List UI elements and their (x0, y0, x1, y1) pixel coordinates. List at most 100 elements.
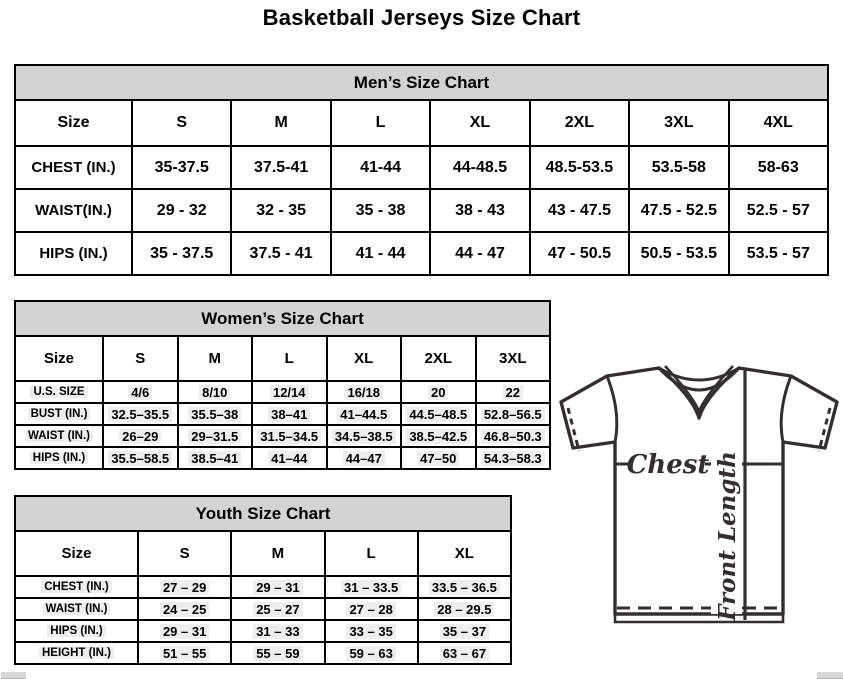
size-value-cell: 24 – 25 (136, 597, 233, 621)
size-value-cell: 29 – 31 (136, 619, 233, 643)
size-value-cell: 37.5 - 41 (230, 231, 332, 276)
size-value-cell: 29–31.5 (176, 424, 253, 448)
womens-chart-title: Women’s Size Chart (14, 300, 551, 337)
cell-text: 38.5–41 (188, 450, 242, 466)
row-label: CHEST (IN.) (14, 575, 139, 599)
size-value-cell: 33.5 – 36.5 (416, 575, 513, 599)
table-row: CHEST (IN.) 35-37.5 37.5-41 41-44 44-48.5 48.… (14, 145, 830, 190)
cell-text: 31 – 33 (253, 623, 303, 639)
cell-text: 47–50 (417, 450, 460, 466)
cell-text: 32.5–35.5 (108, 406, 173, 422)
vneck-inner-line (664, 365, 734, 417)
row-label: WAIST (IN.) (14, 424, 104, 448)
size-value-cell: 35.5–58.5 (102, 446, 179, 470)
cell-text: 29–31.5 (188, 428, 242, 444)
size-value-cell: 31.5–34.5 (251, 424, 328, 448)
table-row: WAIST (IN.) 24 – 25 25 – 27 27 – 28 28 – 29.… (14, 597, 513, 621)
size-value-cell: 50.5 - 53.5 (628, 231, 730, 276)
size-value-cell: 28 – 29.5 (416, 597, 513, 621)
size-value-cell: 12/14 (251, 380, 328, 404)
mens-chart-title: Men’s Size Chart (14, 64, 829, 101)
cell-text: WAIST (IN.) (25, 430, 93, 442)
cell-text: 29 – 31 (253, 579, 303, 595)
size-value-cell: 53.5 - 57 (727, 231, 830, 276)
cell-text: CHEST (IN.) (41, 581, 112, 593)
header-row: Size S M L XL 2XL 3XL (14, 335, 551, 382)
size-value-cell: 54.3–58.3 (474, 446, 551, 470)
womens-size-chart-section: Women’s Size Chart Size S M L XL 2XL 3XL U.S. S… (14, 300, 551, 470)
table-row: HEIGHT (IN.) 51 – 55 55 – 59 59 – 63 63 – 67 (14, 641, 513, 665)
scrollbar-fragment-left[interactable] (1, 672, 26, 679)
size-value-cell: 4/6 (102, 380, 179, 404)
size-value-cell: 44–47 (325, 446, 402, 470)
size-value-cell: 51 – 55 (136, 641, 233, 665)
size-value-cell: 41 - 44 (329, 231, 432, 276)
size-value-cell: 53.5-58 (628, 145, 730, 190)
size-value-cell: 35 – 37 (416, 619, 513, 643)
right-sleeve-seam (779, 375, 793, 443)
cell-text: 25 – 27 (253, 601, 303, 617)
size-column-m: M (176, 335, 253, 382)
size-column-header: Size (14, 335, 104, 382)
cell-text: HIPS (IN.) (47, 625, 106, 637)
row-label: U.S. SIZE (14, 380, 104, 404)
header-row: Size S M L XL (14, 530, 513, 577)
page-title: Basketball Jerseys Size Chart (262, 5, 581, 30)
cell-text: 29 – 31 (159, 623, 210, 639)
size-value-cell: 52.8–56.5 (474, 402, 551, 426)
cell-text: 44.5–48.5 (406, 406, 471, 422)
cell-text: 27 – 29 (159, 579, 210, 595)
cell-text: 24 – 25 (159, 601, 210, 617)
size-value-cell: 47.5 - 52.5 (628, 188, 730, 233)
size-value-cell: 33 – 35 (323, 619, 419, 643)
row-label: HIPS (IN.) (14, 619, 139, 643)
left-sleeve-seam (605, 375, 619, 443)
cell-text: 4/6 (128, 384, 153, 400)
womens-size-table: Size S M L XL 2XL 3XL U.S. SIZE 4/6 8/10 12/14 16/1… (14, 335, 551, 470)
mens-size-table: Size S M L XL 2XL 3XL 4XL CHEST (IN.) 35-37.5 37.5… (14, 99, 830, 276)
size-value-cell: 43 - 47.5 (528, 188, 631, 233)
size-value-cell: 25 – 27 (230, 597, 326, 621)
size-column-l: L (329, 99, 432, 147)
size-column-header: Size (14, 530, 139, 577)
cell-text: 16/18 (344, 384, 384, 400)
cell-text: 31.5–34.5 (257, 428, 322, 444)
scrollbar-fragment-right[interactable] (817, 672, 843, 679)
size-value-cell: 32 - 35 (230, 188, 332, 233)
jersey-hem-band (613, 614, 785, 624)
size-value-cell: 41-44 (329, 145, 432, 190)
cell-text: BUST (IN.) (27, 408, 91, 420)
size-value-cell: 27 – 29 (136, 575, 233, 599)
size-value-cell: 38–41 (251, 402, 328, 426)
front-length-label-bg (711, 458, 742, 614)
jersey-measurement-diagram: Chest Front Length (559, 365, 839, 624)
size-column-3xl: 3XL (474, 335, 551, 382)
row-label: WAIST(IN.) (14, 188, 133, 233)
cell-text: 44–47 (342, 450, 385, 466)
table-row: WAIST (IN.) 26–29 29–31.5 31.5–34.5 34.5–38.… (14, 424, 551, 448)
size-column-2xl: 2XL (528, 99, 631, 147)
cell-text: 55 – 59 (253, 645, 303, 661)
size-column-s: S (102, 335, 179, 382)
size-value-cell: 35 - 37.5 (130, 231, 233, 276)
size-value-cell: 29 - 32 (130, 188, 233, 233)
size-column-s: S (136, 530, 233, 577)
cell-text: 38–41 (268, 406, 311, 422)
table-row: HIPS (IN.) 35 - 37.5 37.5 - 41 41 - 44 44 - … (14, 231, 830, 276)
size-column-3xl: 3XL (628, 99, 730, 147)
size-value-cell: 63 – 67 (416, 641, 513, 665)
cell-text: 33 – 35 (346, 623, 396, 639)
cell-text: 33.5 – 36.5 (428, 579, 500, 595)
cell-text: 27 – 28 (346, 601, 396, 617)
size-value-cell: 37.5-41 (230, 145, 332, 190)
header-row: Size S M L XL 2XL 3XL 4XL (14, 99, 830, 147)
size-column-xl: XL (429, 99, 531, 147)
size-column-m: M (230, 99, 332, 147)
size-value-cell: 8/10 (176, 380, 253, 404)
size-value-cell: 38 - 43 (429, 188, 531, 233)
youth-size-chart-section: Youth Size Chart Size S M L XL CHEST (IN.) 27 … (14, 495, 513, 665)
left-cuff-dashed-line (566, 407, 581, 452)
size-column-2xl: 2XL (400, 335, 477, 382)
cell-text: 35.5–58.5 (108, 450, 173, 466)
size-value-cell: 35.5–38 (176, 402, 253, 426)
